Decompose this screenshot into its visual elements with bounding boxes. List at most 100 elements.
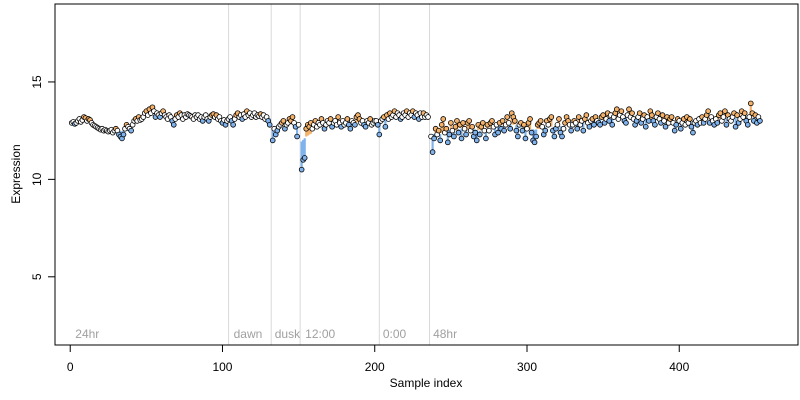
data-point xyxy=(671,127,678,134)
x-axis-label: Sample index xyxy=(390,376,463,390)
x-tick-label: 300 xyxy=(517,360,537,374)
data-points xyxy=(68,100,763,173)
data-point xyxy=(515,133,521,140)
data-point xyxy=(757,118,763,124)
data-point xyxy=(551,133,558,140)
segment-label: dawn xyxy=(234,327,263,341)
data-point xyxy=(748,100,754,107)
y-tick-label: 15 xyxy=(30,75,44,89)
data-point xyxy=(626,106,632,113)
segment-label: 24hr xyxy=(75,327,99,341)
data-point xyxy=(623,120,629,126)
plot-frame xyxy=(54,3,799,346)
data-point xyxy=(504,114,510,120)
data-point xyxy=(548,114,555,120)
data-point xyxy=(722,108,728,114)
data-point xyxy=(687,116,693,122)
data-point xyxy=(539,123,546,130)
data-point xyxy=(597,122,603,128)
data-point xyxy=(583,112,590,118)
data-point xyxy=(480,120,486,126)
data-point xyxy=(574,125,581,132)
data-point xyxy=(600,112,606,118)
data-point xyxy=(568,127,574,134)
data-point xyxy=(352,122,358,128)
data-point xyxy=(481,127,488,134)
data-point xyxy=(677,125,684,132)
segment-labels: 24hr dawn dusk 12:00 0:00 48hr xyxy=(75,327,457,341)
x-tick-label: 400 xyxy=(669,360,689,374)
data-point xyxy=(382,123,389,130)
data-point xyxy=(460,120,466,126)
data-point xyxy=(455,129,462,136)
data-point xyxy=(120,131,127,138)
data-point xyxy=(559,133,565,140)
data-point xyxy=(734,112,740,118)
data-point xyxy=(458,135,465,142)
data-point xyxy=(527,116,533,122)
data-point xyxy=(483,135,489,142)
data-point xyxy=(662,123,669,130)
data-point xyxy=(645,118,652,124)
data-point xyxy=(652,122,658,128)
data-point xyxy=(469,123,475,130)
y-axis-label: Expression xyxy=(9,144,23,203)
data-point xyxy=(560,125,567,132)
x-tick-label: 100 xyxy=(212,360,232,374)
data-point xyxy=(533,133,539,140)
data-point xyxy=(437,137,444,144)
data-point xyxy=(673,122,679,128)
data-point xyxy=(522,135,529,142)
data-point xyxy=(690,129,696,136)
data-point xyxy=(744,122,751,128)
data-point xyxy=(425,114,431,120)
data-point xyxy=(347,125,354,132)
data-point xyxy=(298,166,305,173)
data-point xyxy=(473,137,480,144)
data-point xyxy=(746,114,753,120)
segment-label: dusk xyxy=(275,327,301,341)
data-point xyxy=(659,112,666,118)
data-point xyxy=(586,123,593,130)
data-point xyxy=(280,118,287,124)
data-point xyxy=(668,114,675,120)
data-point xyxy=(732,123,739,130)
data-point xyxy=(705,108,711,114)
data-point xyxy=(327,116,334,122)
data-point xyxy=(438,122,445,128)
data-point xyxy=(545,122,552,128)
data-point xyxy=(575,114,582,120)
data-point xyxy=(505,120,512,126)
data-point xyxy=(649,112,655,118)
data-point xyxy=(461,125,468,132)
data-point xyxy=(451,133,457,140)
data-point xyxy=(606,118,613,124)
data-point xyxy=(367,116,373,122)
data-point xyxy=(452,123,459,130)
data-point xyxy=(170,122,177,128)
data-point xyxy=(448,120,454,126)
segment-label: 12:00 xyxy=(305,327,335,341)
data-point xyxy=(723,122,730,128)
data-point xyxy=(463,131,469,138)
data-point xyxy=(295,122,302,128)
y-tick-label: 5 xyxy=(30,273,44,280)
data-point xyxy=(512,118,518,124)
data-point xyxy=(618,108,625,114)
data-point xyxy=(374,122,381,128)
data-point xyxy=(741,110,748,116)
data-point xyxy=(591,122,597,128)
data-point xyxy=(335,114,341,120)
data-point xyxy=(429,149,436,155)
data-point xyxy=(524,125,530,132)
data-point xyxy=(714,120,721,126)
data-point xyxy=(580,127,587,134)
x-tick-label: 200 xyxy=(365,360,385,374)
data-point xyxy=(717,110,724,116)
data-point xyxy=(688,123,695,130)
x-axis: 0 100 200 300 400 xyxy=(67,344,690,374)
data-point xyxy=(449,127,456,134)
data-point xyxy=(344,116,351,122)
data-point xyxy=(440,116,447,122)
